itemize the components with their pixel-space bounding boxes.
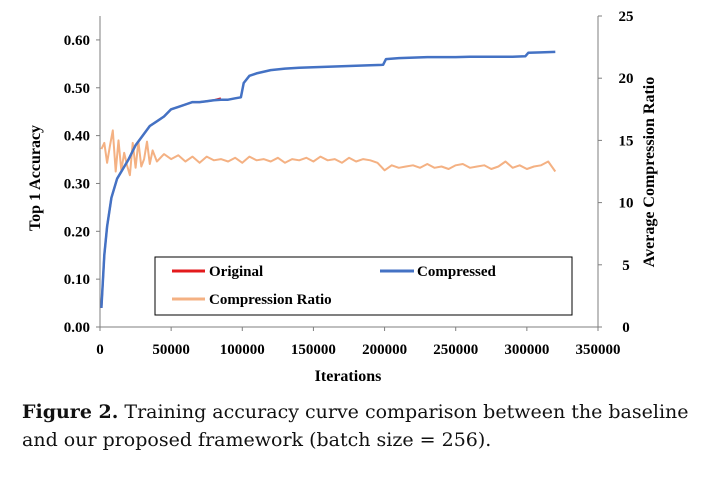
x-tick-label: 50000 bbox=[152, 342, 190, 358]
caption-label: Figure 2. bbox=[22, 401, 119, 423]
y-tick-label: 0.20 bbox=[64, 224, 90, 240]
legend-label-original: Original bbox=[209, 264, 263, 280]
y2-tick-label: 15 bbox=[619, 133, 634, 149]
x-tick-label: 0 bbox=[96, 342, 104, 358]
caption-text: Training accuracy curve comparison betwe… bbox=[22, 401, 689, 451]
y-tick-label: 0.00 bbox=[64, 320, 90, 336]
y2-tick-label: 0 bbox=[622, 320, 630, 336]
x-tick-label: 200000 bbox=[362, 342, 407, 358]
legend: Original Compressed Compression Ratio bbox=[154, 256, 573, 316]
y2-tick-label: 5 bbox=[622, 258, 630, 274]
y2-tick-label: 20 bbox=[619, 71, 634, 87]
y-tick-label: 0.50 bbox=[64, 81, 90, 97]
y-tick-label: 0.60 bbox=[64, 33, 90, 49]
x-tick-label: 300000 bbox=[504, 342, 549, 358]
x-tick-label: 250000 bbox=[433, 342, 478, 358]
legend-label-compression-ratio: Compression Ratio bbox=[209, 292, 332, 308]
series-line-compressed bbox=[100, 50, 556, 308]
y2-axis-label: Average Compression Ratio bbox=[641, 77, 658, 268]
y-tick-label: 0.10 bbox=[64, 272, 90, 288]
x-tick-label: 350000 bbox=[576, 342, 621, 358]
y-tick-label: 0.40 bbox=[64, 129, 90, 145]
x-tick-label: 150000 bbox=[291, 342, 336, 358]
y2-tick-label: 10 bbox=[619, 196, 634, 212]
x-tick-label: 100000 bbox=[220, 342, 265, 358]
legend-box bbox=[154, 256, 573, 316]
y2-tick-label: 25 bbox=[619, 9, 634, 25]
series-layer bbox=[100, 50, 557, 308]
y-axis-label: Top 1 Accuracy bbox=[27, 125, 44, 231]
legend-label-compressed: Compressed bbox=[417, 264, 497, 280]
series-line-compression-ratio bbox=[100, 129, 557, 177]
y-tick-label: 0.30 bbox=[64, 176, 90, 192]
figure-caption: Figure 2. Training accuracy curve compar… bbox=[22, 398, 702, 454]
axes: 0.00 0.10 0.20 0.30 0.40 0.50 0.60 0 5 10 15 20 25 0 5… bbox=[64, 9, 634, 358]
x-axis-label: Iterations bbox=[315, 368, 382, 385]
chart: 0.00 0.10 0.20 0.30 0.40 0.50 0.60 0 5 10 15 20 25 0 5… bbox=[27, 9, 658, 385]
